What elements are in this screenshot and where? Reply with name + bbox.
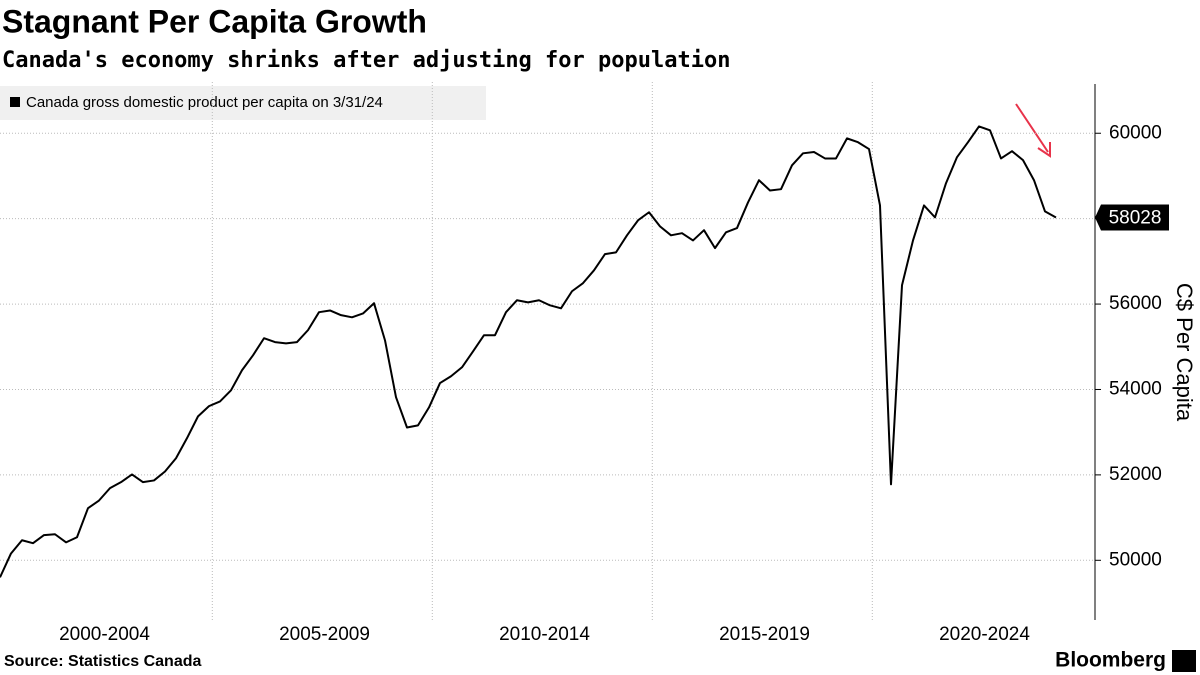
chart-title: Stagnant Per Capita Growth <box>2 3 427 39</box>
last-value-label: 58028 <box>1109 207 1162 228</box>
y-tick-label: 52000 <box>1109 464 1162 485</box>
y-tick-label: 56000 <box>1109 293 1162 314</box>
y-axis-label: C$ Per Capita <box>1172 283 1197 422</box>
x-tick-label: 2000-2004 <box>59 624 150 645</box>
x-tick-label: 2005-2009 <box>279 624 370 645</box>
x-tick-label: 2010-2014 <box>499 624 590 645</box>
brand: Bloomberg <box>1055 649 1166 672</box>
y-tick-label: 50000 <box>1109 549 1162 570</box>
y-tick-label: 54000 <box>1109 378 1162 399</box>
last-value-tag <box>1095 204 1169 231</box>
source: Source: Statistics Canada <box>4 653 202 670</box>
legend-label: Canada gross domestic product per capita… <box>26 94 383 111</box>
brand-icon <box>1172 650 1196 672</box>
annotation-arrow <box>1015 103 1049 153</box>
chart-subtitle: Canada's economy shrinks after adjusting… <box>2 48 730 73</box>
legend-swatch <box>10 97 20 107</box>
x-tick-label: 2015-2019 <box>719 624 810 645</box>
x-tick-label: 2020-2024 <box>939 624 1030 645</box>
annotation-arrowhead <box>1037 142 1051 158</box>
line-series <box>0 125 1057 578</box>
y-tick-label: 60000 <box>1109 122 1162 143</box>
legend-box <box>0 86 486 120</box>
legend: Canada gross domestic product per capita… <box>0 86 486 120</box>
